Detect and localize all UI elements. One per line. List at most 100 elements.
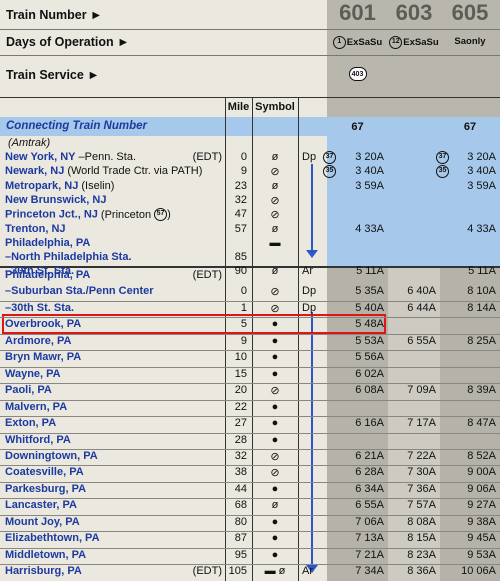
- mile: 10: [234, 351, 247, 364]
- mile: 0: [240, 151, 247, 163]
- time: 7 06A: [327, 516, 384, 528]
- station-detail: (Princeton: [100, 208, 152, 221]
- time-text: 5 35A: [355, 285, 384, 298]
- train-number: 601: [339, 0, 376, 25]
- time-text: 6 40A: [407, 285, 436, 298]
- time: 4 33A: [327, 223, 384, 235]
- symbol: ø: [271, 179, 279, 192]
- dp-ar: Dp: [302, 301, 317, 314]
- rule: [0, 416, 500, 418]
- symbol: ▬: [269, 236, 281, 249]
- mile: 28: [234, 433, 247, 446]
- mile: 22: [234, 400, 247, 413]
- station: New York, NY –Penn. Sta.: [5, 151, 136, 163]
- station-name: Harrisburg, PA: [5, 565, 82, 578]
- symbol: ●: [271, 400, 279, 413]
- station: Lancaster, PA: [5, 499, 77, 511]
- time-text: 8 25A: [467, 334, 496, 347]
- station-name: Philadelphia, PA: [5, 269, 91, 281]
- time: 9 00A: [440, 466, 496, 478]
- symbol: ø: [271, 265, 279, 278]
- time: 5 11A: [327, 265, 384, 277]
- station: Paoli, PA: [5, 384, 52, 396]
- symbol: ⊘: [270, 194, 280, 207]
- mile: 57: [234, 222, 247, 235]
- time-text: 6 44A: [407, 301, 436, 314]
- rule: [0, 399, 500, 401]
- station: Philadelphia, PA: [5, 237, 90, 249]
- time: 6 55A: [327, 499, 384, 511]
- time: 5 48A: [327, 318, 384, 330]
- symbol: ⊘: [270, 166, 280, 179]
- symbol: ø: [271, 151, 279, 163]
- dp-ar: Ar: [302, 565, 313, 578]
- mile: 85: [234, 251, 247, 264]
- col-shade: [327, 266, 388, 581]
- dp-ar: Ar: [302, 265, 313, 278]
- station-name: Philadelphia, PA: [5, 236, 91, 249]
- label: Connecting Train Number: [6, 120, 147, 132]
- mile: 20: [234, 384, 247, 397]
- time-text: 10 06A: [461, 565, 496, 578]
- time: 6 08A: [327, 384, 384, 396]
- time-text: 7 57A: [407, 499, 436, 512]
- time-text: 7 22A: [407, 449, 436, 462]
- symbol: ●: [271, 351, 279, 364]
- days: Saonly: [440, 36, 500, 47]
- time-text: 5 40A: [355, 301, 384, 314]
- station-name: New Brunswick, NJ: [5, 193, 107, 206]
- rule: [0, 366, 500, 368]
- time-text: 5 48A: [355, 318, 384, 331]
- time-text: 9 06A: [467, 482, 496, 495]
- time-text: 6 55A: [407, 334, 436, 347]
- symbol: ⊘: [270, 385, 280, 398]
- rule: [0, 350, 500, 352]
- station: Trenton, NJ: [5, 223, 66, 235]
- symbol: ⊘: [270, 450, 280, 463]
- ref: 37: [436, 151, 449, 164]
- time-text: 6 55A: [355, 499, 384, 512]
- time-text: 7 06A: [355, 515, 384, 528]
- time: 10 06A: [440, 565, 496, 577]
- mile: 47: [234, 208, 247, 221]
- label: Mile: [227, 101, 250, 113]
- station-name: Paoli, PA: [5, 384, 52, 397]
- ref: 1: [332, 36, 346, 49]
- time: 8 15A: [388, 532, 436, 544]
- station-name: Parkesburg, PA: [5, 482, 87, 495]
- station: Harrisburg, PA: [5, 565, 82, 577]
- time-text: 8 23A: [407, 548, 436, 561]
- days: 1 ExSaSu: [327, 36, 388, 49]
- time-text: 8 08A: [407, 515, 436, 528]
- symbol: ●: [271, 417, 279, 430]
- time: 8 23A: [388, 549, 436, 561]
- station: Whitford, PA: [5, 434, 71, 446]
- station-name: Mount Joy, PA: [5, 515, 80, 528]
- time: 8 39A: [440, 384, 496, 396]
- ref: 35: [323, 165, 336, 179]
- time-text: 3 59A: [355, 179, 384, 192]
- time: 7 17A: [388, 417, 436, 429]
- col-shade: [440, 266, 500, 581]
- time: 3 59A: [440, 180, 496, 192]
- time: 6 44A: [388, 302, 436, 314]
- station-name: Lancaster, PA: [5, 499, 77, 512]
- station: Wayne, PA: [5, 368, 61, 380]
- days-text: ExSaSu: [346, 37, 383, 49]
- time-text: 8 47A: [467, 417, 496, 430]
- connecting: 67: [351, 121, 364, 133]
- mile: 80: [234, 515, 247, 528]
- station-name: Exton, PA: [5, 417, 57, 430]
- station: Coatesville, PA: [5, 466, 84, 478]
- station-name: Coatesville, PA: [5, 466, 84, 479]
- time-text: 8 14A: [467, 301, 496, 314]
- time: 8 52A: [440, 450, 496, 462]
- station: Downingtown, PA: [5, 450, 98, 462]
- station-name: Middletown, PA: [5, 548, 87, 561]
- time-text: 6 08A: [355, 384, 384, 397]
- time-text: 3 20A: [355, 151, 384, 163]
- symbol: ⊘: [270, 467, 280, 480]
- station: New Brunswick, NJ: [5, 194, 106, 206]
- symbol: ●: [271, 334, 279, 347]
- label: Symbol: [255, 101, 295, 113]
